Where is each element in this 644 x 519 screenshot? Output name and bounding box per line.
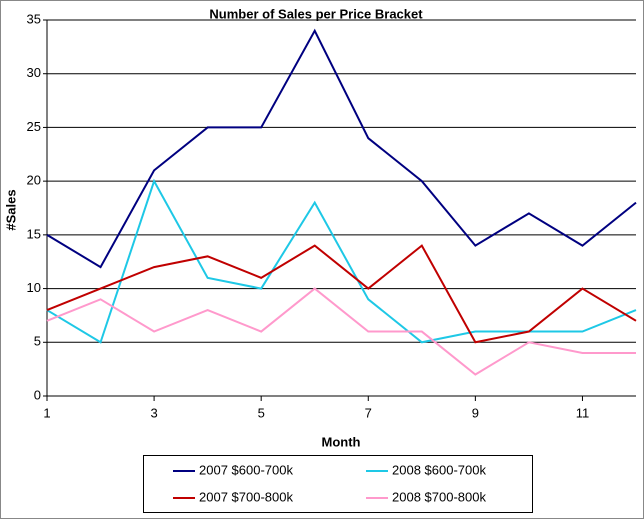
y-tick-label: 5 — [34, 334, 41, 349]
y-axis-label: #Sales — [3, 189, 18, 230]
x-tick-label: 3 — [150, 405, 157, 420]
y-tick-label: 0 — [34, 387, 41, 402]
x-tick-label: 11 — [576, 405, 590, 420]
y-tick-label: 15 — [27, 226, 41, 241]
legend-label: 2008 $700-800k — [392, 489, 486, 504]
legend-label: 2008 $600-700k — [392, 462, 486, 477]
series-line — [46, 178, 637, 344]
y-tick-label: 30 — [27, 65, 41, 80]
legend-label: 2007 $600-700k — [199, 462, 293, 477]
x-tick-label: 7 — [365, 405, 372, 420]
series-line — [46, 244, 637, 344]
y-tick-label: 20 — [27, 173, 41, 188]
x-tick-label: 5 — [258, 405, 265, 420]
chart-title: Number of Sales per Price Bracket — [209, 6, 423, 21]
y-tick-label: 25 — [27, 119, 41, 134]
legend-label: 2007 $700-800k — [199, 489, 293, 504]
x-tick-label: 1 — [43, 405, 50, 420]
y-tick-label: 35 — [27, 11, 41, 26]
series-line — [46, 287, 636, 376]
legend-box — [143, 455, 533, 513]
x-axis-label: Month — [322, 434, 361, 449]
x-tick-label: 9 — [472, 405, 479, 420]
series-line — [46, 28, 637, 269]
y-tick-label: 10 — [27, 280, 41, 295]
